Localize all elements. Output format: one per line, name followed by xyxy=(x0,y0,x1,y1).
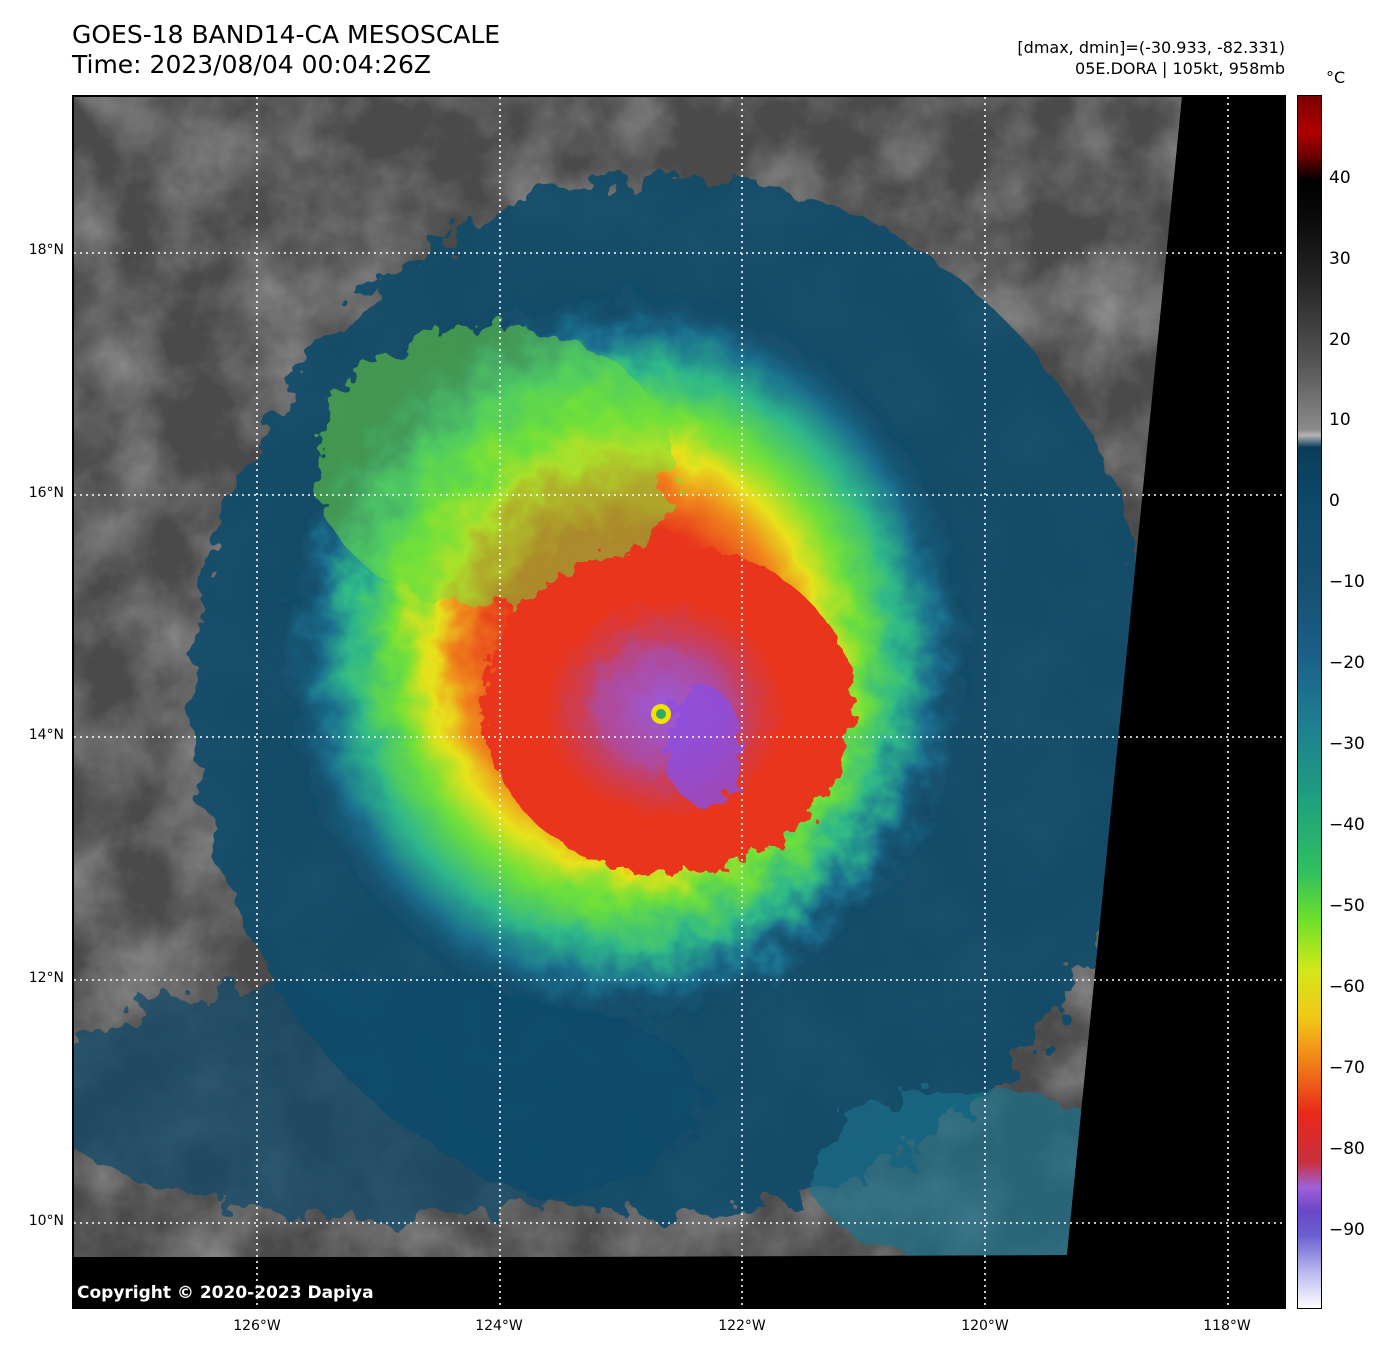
colorbar-tick: 40 xyxy=(1329,168,1351,188)
colorbar-tick: −20 xyxy=(1329,653,1365,673)
colorbar-tick: −80 xyxy=(1329,1139,1365,1159)
colorbar-tick: −40 xyxy=(1329,815,1365,835)
copyright-text: Copyright © 2020-2023 Dapiya xyxy=(77,1283,374,1303)
colorbar-tick: −50 xyxy=(1329,896,1365,916)
dmax-dmin-readout: [dmax, dmin]=(-30.933, -82.331) xyxy=(1017,38,1285,57)
satellite-map xyxy=(72,95,1286,1309)
colorbar-tick: −10 xyxy=(1329,572,1365,592)
lon-label-118w: 118°W xyxy=(1203,1318,1251,1334)
colorbar-tick: −30 xyxy=(1329,734,1365,754)
lat-label-12n: 12°N xyxy=(28,970,64,986)
lon-label-124w: 124°W xyxy=(475,1318,523,1334)
colorbar-tick: −70 xyxy=(1329,1058,1365,1078)
lon-label-120w: 120°W xyxy=(961,1318,1009,1334)
gridlines xyxy=(74,97,1284,1307)
colorbar-tick: 20 xyxy=(1329,330,1351,350)
lon-label-126w: 126°W xyxy=(233,1318,281,1334)
image-title: GOES-18 BAND14-CA MESOSCALE xyxy=(72,20,501,49)
lat-label-16n: 16°N xyxy=(28,485,64,501)
colorbar-unit: °C xyxy=(1326,68,1346,87)
lat-label-14n: 14°N xyxy=(28,727,64,743)
image-time: Time: 2023/08/04 00:04:26Z xyxy=(72,50,431,79)
lat-label-18n: 18°N xyxy=(28,242,64,258)
storm-info: 05E.DORA | 105kt, 958mb xyxy=(1075,59,1285,78)
colorbar-tick: −90 xyxy=(1329,1220,1365,1240)
lon-label-122w: 122°W xyxy=(718,1318,766,1334)
colorbar-tick: −60 xyxy=(1329,977,1365,997)
colorbar-tick: 10 xyxy=(1329,410,1351,430)
colorbar-tick: 0 xyxy=(1329,491,1340,511)
colorbar xyxy=(1297,95,1322,1309)
lat-label-10n: 10°N xyxy=(28,1213,64,1229)
colorbar-tick: 30 xyxy=(1329,249,1351,269)
